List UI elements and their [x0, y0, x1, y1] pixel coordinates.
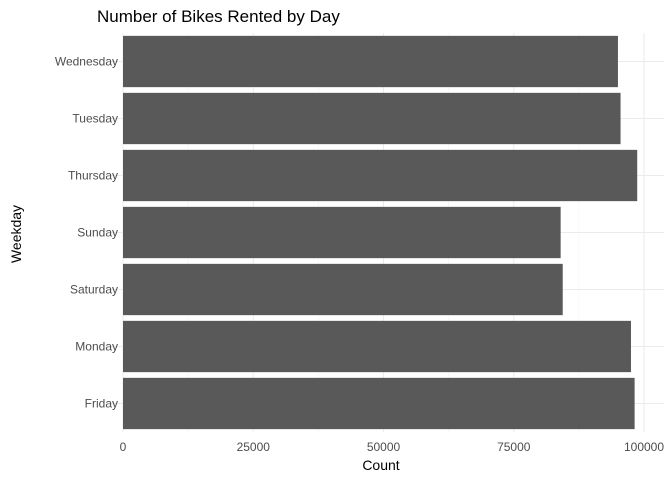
- bar-monday: [123, 320, 631, 373]
- bar-thursday: [123, 149, 638, 202]
- bar-friday: [123, 377, 635, 430]
- x-tick-label: 25000: [237, 440, 271, 454]
- x-tick-label: 50000: [367, 440, 401, 454]
- y-tick-label-tuesday: Tuesday: [72, 112, 118, 126]
- x-tick-labels: 0 25000 50000 75000 100000: [120, 440, 665, 454]
- y-tick-labels: Friday Monday Saturday Sunday Thursday Tuesda…: [55, 55, 118, 411]
- y-tick-label-monday: Monday: [75, 340, 118, 354]
- y-axis-title: Weekday: [8, 205, 24, 263]
- y-tick-label-friday: Friday: [85, 397, 118, 411]
- bars: [123, 35, 638, 430]
- y-tick-label-thursday: Thursday: [68, 169, 118, 183]
- chart-title: Number of Bikes Rented by Day: [97, 7, 340, 26]
- x-tick-label: 100000: [624, 440, 664, 454]
- bar-wednesday: [123, 35, 618, 88]
- y-tick-label-saturday: Saturday: [70, 283, 118, 297]
- bar-saturday: [123, 263, 563, 316]
- bar-sunday: [123, 206, 561, 259]
- y-tick-label-sunday: Sunday: [77, 226, 118, 240]
- y-tick-label-wednesday: Wednesday: [55, 55, 118, 69]
- x-axis-title: Count: [362, 457, 399, 473]
- x-tick-label: 0: [120, 440, 127, 454]
- x-tick-label: 75000: [497, 440, 531, 454]
- bar-tuesday: [123, 92, 621, 145]
